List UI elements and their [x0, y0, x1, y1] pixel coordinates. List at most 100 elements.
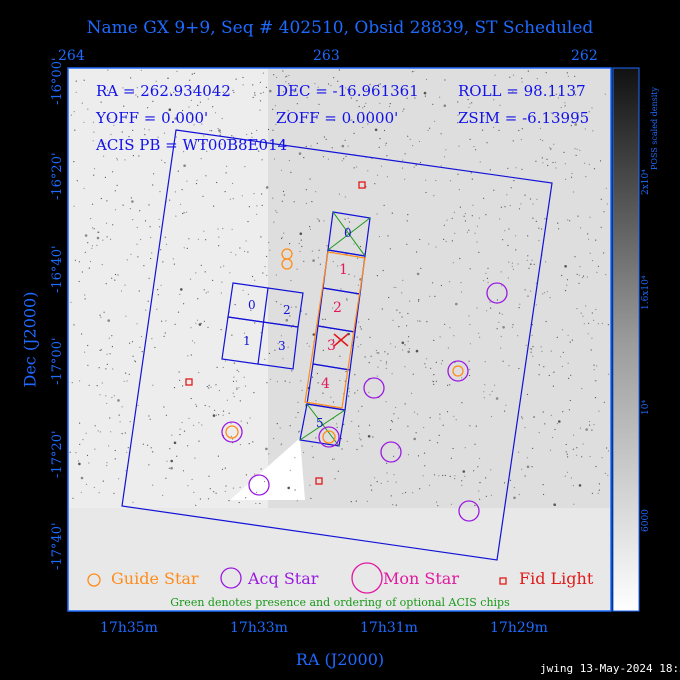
background-star [603, 252, 605, 254]
background-star [607, 474, 609, 476]
background-star [532, 355, 534, 357]
background-star [289, 425, 291, 427]
background-star [483, 197, 485, 199]
background-star [212, 414, 216, 417]
background-star [151, 252, 153, 254]
background-star [600, 226, 602, 228]
background-star [429, 127, 431, 129]
background-star [114, 190, 116, 192]
background-star [260, 332, 262, 334]
background-star [412, 373, 414, 375]
background-star [118, 478, 120, 480]
background-star [290, 326, 292, 328]
background-star [412, 145, 414, 147]
background-star [441, 360, 443, 362]
background-star [379, 102, 381, 104]
background-star [555, 93, 557, 95]
background-star [196, 319, 199, 321]
background-star [380, 482, 382, 484]
zsim-readout: ZSIM = -6.13995 [458, 109, 590, 127]
background-star [296, 103, 298, 105]
background-star [389, 248, 391, 250]
background-star [370, 355, 372, 357]
background-star [524, 194, 526, 196]
background-star [475, 425, 477, 427]
background-star [161, 320, 163, 322]
background-star [449, 384, 451, 386]
background-star [415, 164, 417, 166]
background-star [185, 211, 188, 213]
background-star [561, 329, 564, 331]
background-star [332, 339, 334, 341]
yoff-readout: YOFF = 0.000' [96, 109, 209, 127]
background-star [356, 166, 358, 168]
background-star [299, 430, 301, 432]
background-star [468, 315, 470, 317]
background-star [236, 388, 238, 390]
background-star [395, 481, 397, 483]
background-star [376, 352, 378, 354]
background-star [171, 434, 173, 436]
background-star [98, 231, 100, 233]
background-star [322, 318, 324, 320]
background-star [212, 106, 214, 108]
background-star [428, 243, 430, 245]
background-star [588, 111, 590, 113]
background-star [78, 280, 80, 283]
background-star [551, 436, 554, 439]
background-star [447, 384, 449, 386]
background-star [582, 443, 584, 445]
background-star [215, 414, 217, 416]
background-star [306, 97, 308, 99]
background-star [462, 470, 466, 473]
background-star [358, 321, 360, 323]
background-star [581, 456, 583, 458]
background-star [384, 351, 386, 353]
background-star [122, 87, 124, 89]
background-star [554, 428, 556, 431]
background-star [593, 319, 595, 321]
background-star [264, 358, 266, 360]
background-star [419, 320, 421, 322]
background-star [490, 307, 492, 309]
background-star [341, 144, 345, 148]
background-star [273, 158, 276, 160]
background-star [93, 228, 95, 230]
background-star [267, 128, 270, 131]
background-star [350, 501, 352, 503]
background-star [451, 240, 453, 242]
background-star [301, 389, 303, 391]
background-star [569, 399, 571, 402]
background-star [88, 267, 90, 269]
background-star [562, 411, 564, 413]
background-star [389, 103, 391, 105]
y-tick-label: -17°20' [50, 430, 65, 478]
background-star [265, 86, 267, 88]
background-star [566, 72, 568, 74]
background-star [305, 145, 307, 148]
background-star [239, 400, 241, 402]
colorbar-tick: 2x10⁴ [641, 169, 651, 195]
background-star [489, 169, 491, 171]
background-star [183, 151, 185, 153]
background-star [493, 99, 495, 101]
background-star [490, 494, 492, 496]
background-star [126, 147, 128, 149]
background-star [109, 118, 111, 120]
background-star [332, 261, 334, 263]
background-star [597, 492, 599, 494]
background-star [166, 460, 168, 462]
background-star [374, 477, 376, 479]
background-star [103, 311, 105, 313]
background-star [546, 291, 548, 293]
background-star [407, 214, 409, 216]
background-star [214, 112, 217, 114]
background-star [557, 222, 559, 224]
background-star [289, 315, 291, 317]
background-star [572, 448, 575, 450]
background-star [519, 303, 521, 305]
top-tick-label: 262 [571, 48, 598, 64]
background-star [123, 380, 125, 382]
background-star [594, 380, 597, 382]
background-star [293, 201, 295, 203]
